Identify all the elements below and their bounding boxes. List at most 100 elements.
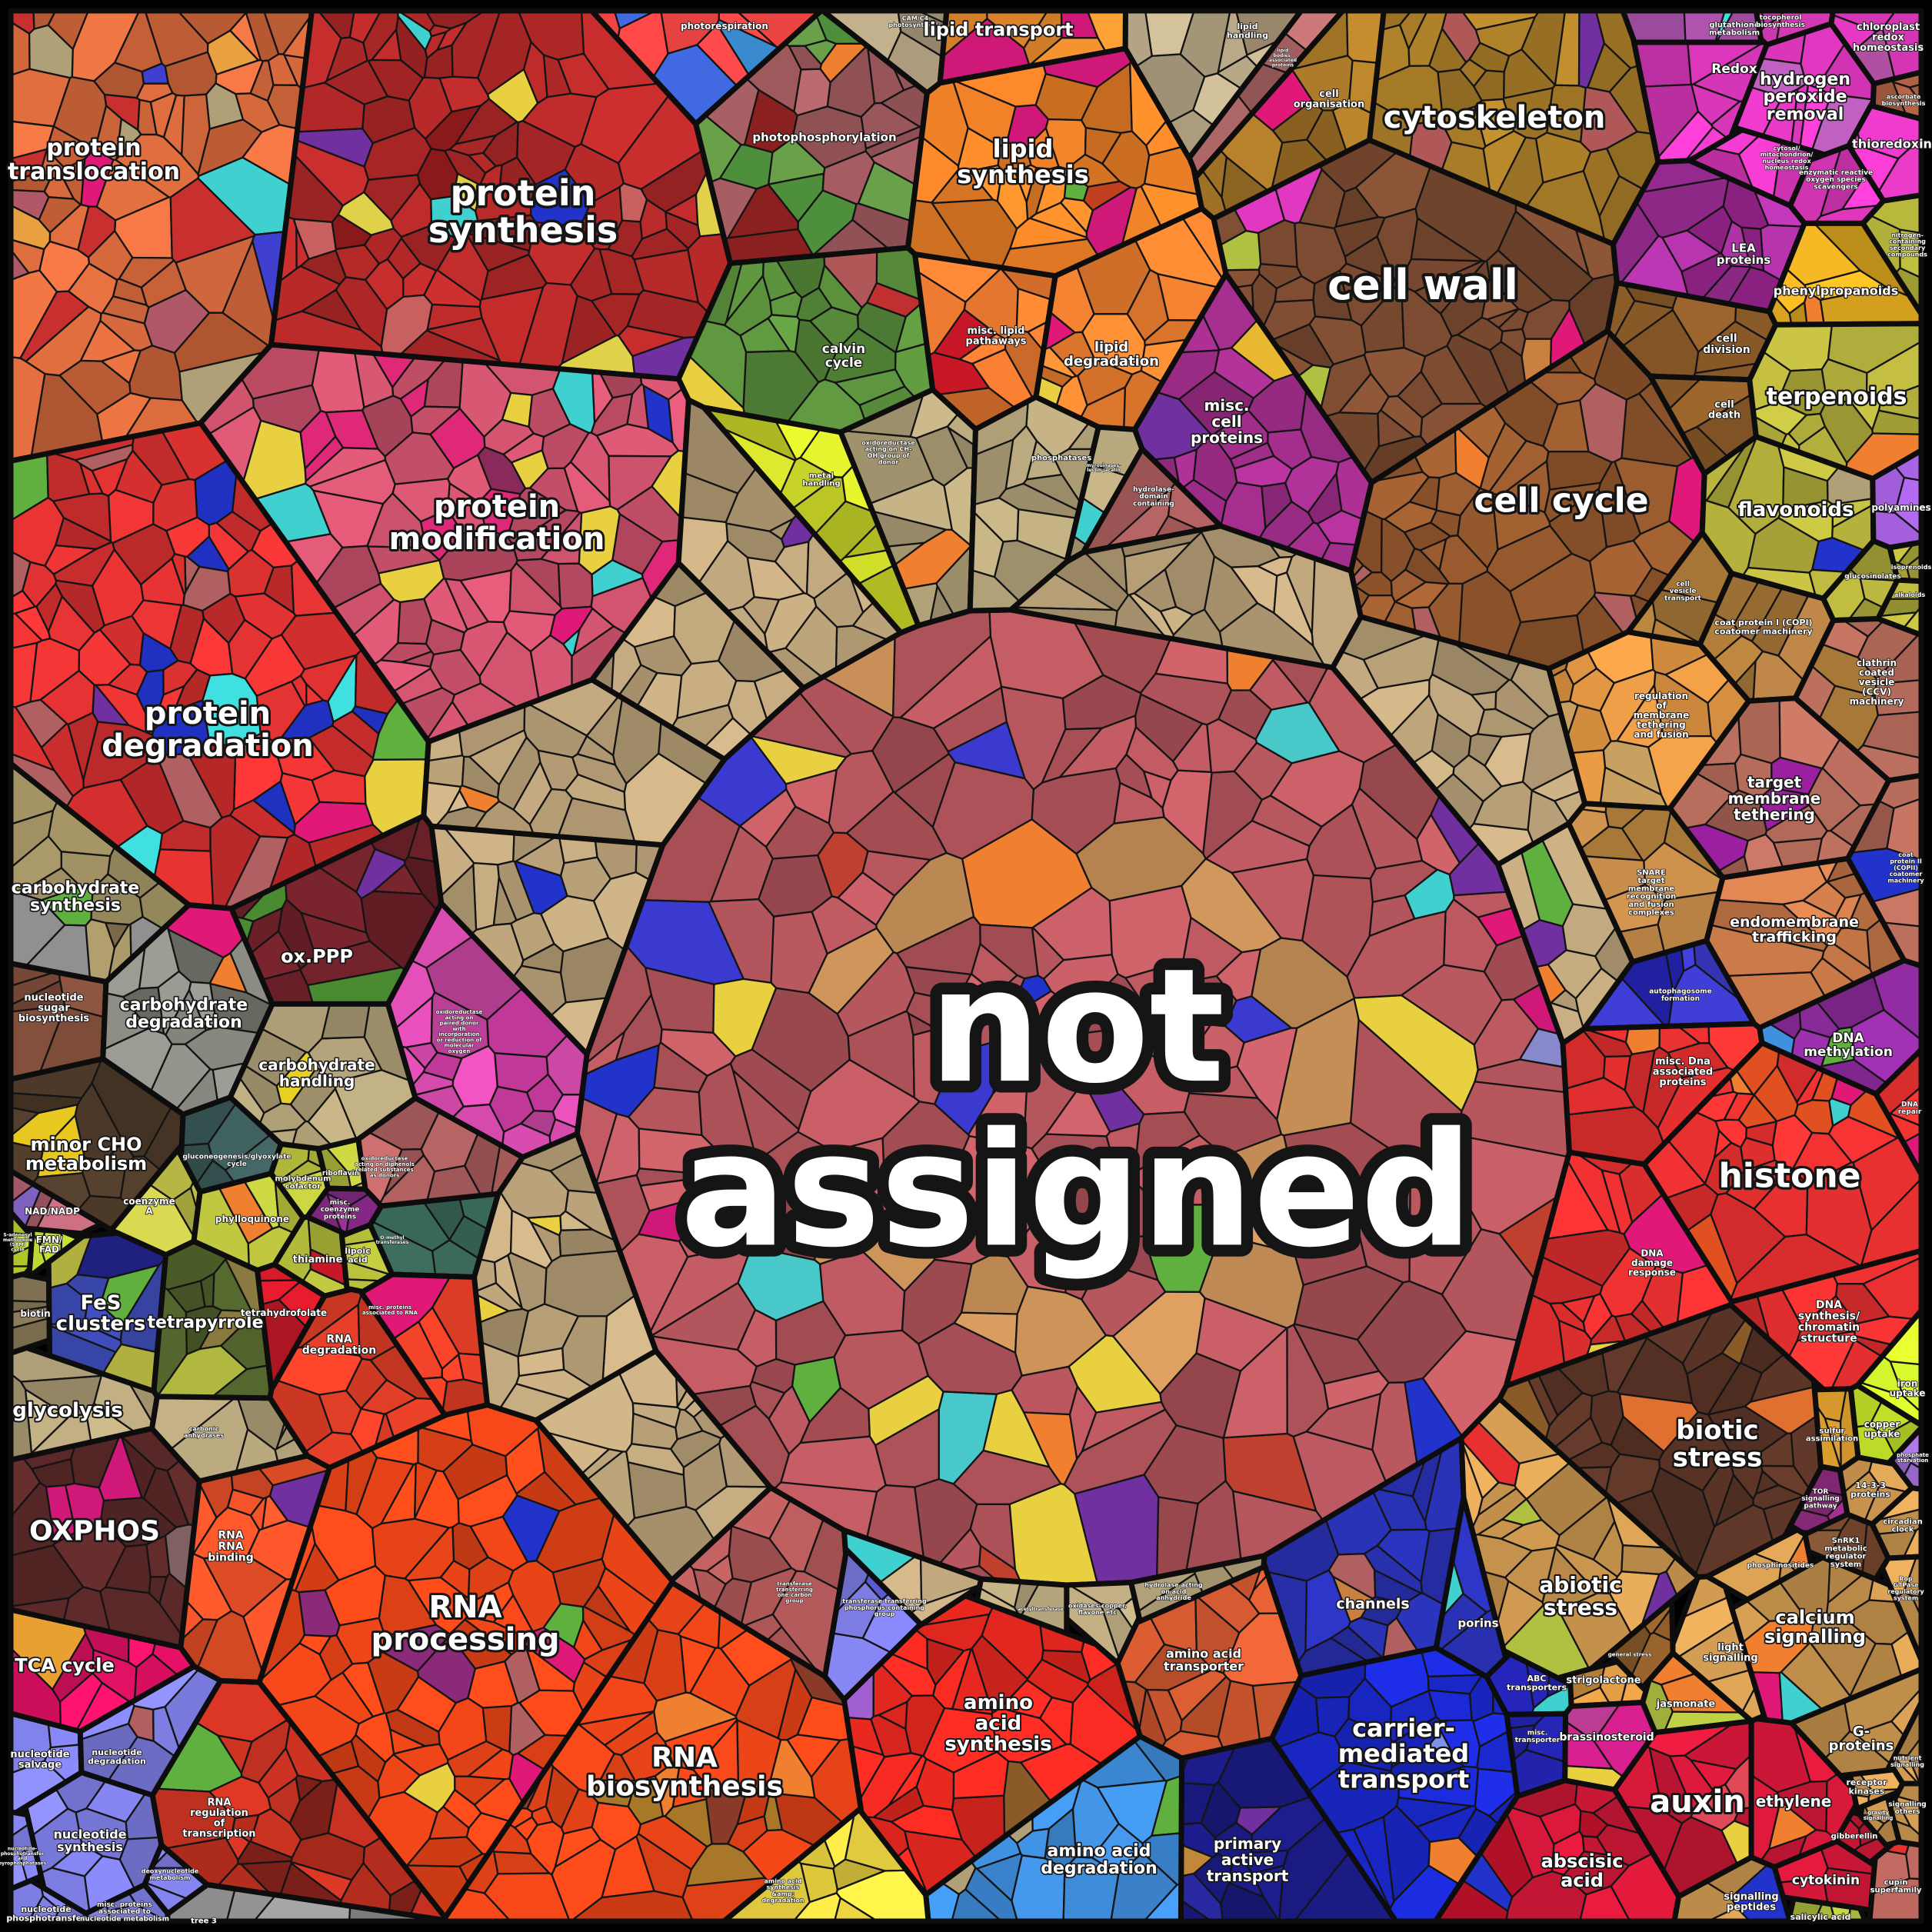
- mosaic-cell: [1486, 249, 1554, 314]
- mosaic-cell: [788, 45, 822, 71]
- region-label-carbonic-anhydrases: anhydrases: [184, 1432, 224, 1439]
- mosaic-cell: [321, 1003, 371, 1040]
- region-label-rna-biosynthesis: RNA: [651, 1742, 718, 1774]
- region-label-snrk1: regulator: [1826, 1553, 1867, 1561]
- region-label-oxidoreductase-diphenols: as donors: [370, 1172, 400, 1178]
- region-cell-organisation[interactable]: [1192, 8, 1387, 222]
- mosaic-cell: [744, 88, 798, 154]
- region-border: [1704, 1527, 1814, 1603]
- region-label-endomembrane-trafficking: endomembrane: [1730, 914, 1859, 931]
- region-redox[interactable]: [1631, 39, 1770, 165]
- region-label-phosphatases: phosphatases: [1031, 455, 1091, 463]
- region-misc-cell-proteins[interactable]: [1131, 271, 1374, 574]
- region-phosphinositides[interactable]: [1704, 1527, 1814, 1603]
- region-label-signalling-others: others: [1895, 1808, 1920, 1816]
- region-border: [1860, 192, 1924, 317]
- region-tocopherol-biosynthesis[interactable]: [1753, 8, 1836, 48]
- region-label-dna-damage-response: response: [1628, 1267, 1676, 1278]
- region-calcium-signalling[interactable]: [1729, 1554, 1924, 1726]
- mosaic-cell: [1624, 1049, 1656, 1114]
- region-label-oxidases-copper-flavone: flavone etc: [1078, 1609, 1117, 1616]
- region-lipid-handling[interactable]: [1122, 8, 1304, 161]
- region-cupin-superfamily[interactable]: [1867, 1839, 1924, 1924]
- mosaic-cell: [1029, 202, 1088, 238]
- region-label-tocopherol-biosynthesis: biosynthesis: [1756, 22, 1805, 29]
- region-label-fmn-fad: FAD: [39, 1244, 59, 1254]
- region-nitrogen-secondary-compounds[interactable]: [1860, 192, 1924, 317]
- region-label-glutathione-metabolism: metabolism: [1709, 29, 1760, 38]
- region-label-brassinosteroid: brassinosteroid: [1559, 1731, 1654, 1744]
- mosaic-cell: [1623, 1193, 1710, 1274]
- region-histone[interactable]: [1641, 1040, 1924, 1304]
- region-protein-synthesis[interactable]: [268, 8, 734, 382]
- region-label-chloroplast-redox: homeostasis: [1853, 42, 1924, 54]
- region-label-deoxynucleotide-metabolism: metabolism: [150, 1874, 191, 1881]
- region-misc-lipid-pathaways[interactable]: [912, 251, 1058, 432]
- region-protein-translocation[interactable]: [8, 8, 315, 464]
- region-polyamines[interactable]: [1870, 448, 1924, 551]
- region-general-stress[interactable]: [1607, 1598, 1676, 1690]
- region-label-lipid-handling: handling: [1227, 31, 1268, 41]
- region-label-oxidoreductase-paired-donor: oxygen: [448, 1048, 471, 1054]
- mosaic-cell: [468, 214, 537, 252]
- mosaic-cell: [1827, 1115, 1899, 1164]
- region-lipid-transport[interactable]: [937, 8, 1128, 86]
- region-label-lipoic-acid: acid: [348, 1255, 368, 1265]
- region-cell-cycle[interactable]: [1347, 328, 1707, 671]
- mosaic-cell: [1344, 235, 1397, 283]
- region-label-misc-cell-proteins: proteins: [1191, 428, 1263, 447]
- mosaic-cell: [1356, 1280, 1467, 1384]
- region-reg-membrane-tethering[interactable]: [1546, 629, 1752, 811]
- region-label-glycolysis: glycolysis: [12, 1399, 122, 1422]
- region-misc-dna-proteins[interactable]: [1560, 1021, 1765, 1168]
- mosaic-cell: [1101, 130, 1151, 189]
- region-label-calvin-cycle: cycle: [825, 355, 863, 371]
- region-dna-repair[interactable]: [1873, 1047, 1924, 1178]
- region-label-tree-3: tree 3: [191, 1917, 217, 1926]
- mosaic-cell: [955, 973, 1012, 1022]
- region-label-not-assigned: not: [929, 935, 1225, 1118]
- region-cytoskeleton[interactable]: [1367, 8, 1661, 247]
- region-label-glucosinolates: glucosinolates: [1844, 573, 1900, 581]
- region-carrier-mediated-transport[interactable]: [1269, 1645, 1521, 1924]
- region-brassinosteroid[interactable]: [1562, 1700, 1658, 1793]
- region-misc-transporter[interactable]: [1504, 1710, 1568, 1799]
- region-biotic-stress[interactable]: [1497, 1302, 1824, 1581]
- mosaic-cell: [1014, 1285, 1108, 1377]
- region-label-nucleotide-degradation: degradation: [88, 1757, 146, 1767]
- mosaic-cell: [175, 235, 255, 314]
- mosaic-cell: [1124, 960, 1202, 1018]
- region-cell-wall[interactable]: [1211, 137, 1620, 485]
- mosaic-cell: [1351, 787, 1424, 870]
- region-photorespiration[interactable]: [588, 8, 824, 127]
- mosaic-cell: [1338, 372, 1390, 415]
- region-label-rna-rna-binding: binding: [208, 1551, 254, 1564]
- region-label-phosphate-starvation: starvation: [1897, 1457, 1929, 1464]
- region-label-cell-wall: cell wall: [1327, 261, 1518, 309]
- region-label-lipid-transport: lipid transport: [923, 18, 1073, 40]
- region-label-o-methyl-transferases: transferases: [376, 1240, 409, 1245]
- region-lipid-synthesis[interactable]: [905, 45, 1205, 279]
- region-label-signalling-peptides: peptides: [1727, 1901, 1776, 1913]
- mosaic-cell: [1233, 741, 1293, 801]
- region-label-calcium-signalling: signalling: [1764, 1626, 1866, 1647]
- region-label-channels: channels: [1336, 1596, 1409, 1613]
- mosaic-cell: [1488, 439, 1550, 496]
- region-ethylene[interactable]: [1748, 1716, 1859, 1870]
- mosaic-cell: [1134, 1111, 1201, 1174]
- mosaic-cell: [628, 1087, 703, 1137]
- mosaic-cell: [1198, 1234, 1304, 1329]
- region-label-polyamines: polyamines: [1871, 502, 1930, 513]
- region-phenylpropanoids[interactable]: [1766, 220, 1924, 328]
- region-salicylic-acid[interactable]: [1785, 1896, 1868, 1924]
- region-label-rop-gtpase: system: [1894, 1594, 1918, 1601]
- region-not-assigned[interactable]: [574, 607, 1572, 1588]
- region-label-snrk1: system: [1830, 1561, 1861, 1569]
- region-strigolactone[interactable]: [1567, 1658, 1649, 1709]
- region-photophosphorylation[interactable]: [693, 8, 930, 266]
- region-label-cell-vesicle-transport: transport: [1664, 595, 1702, 603]
- region-label-photorespiration: photorespiration: [681, 21, 768, 32]
- mosaic-cell: [1714, 1474, 1754, 1527]
- region-label-flavonoids: flavonoids: [1738, 498, 1854, 521]
- region-label-rna-processing: processing: [371, 1622, 559, 1657]
